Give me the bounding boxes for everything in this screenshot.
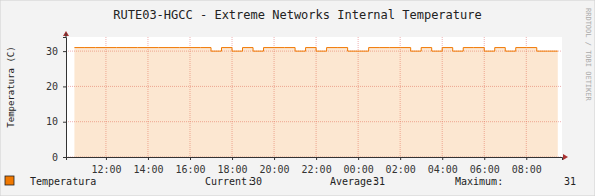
x-tick-mark <box>106 157 107 160</box>
x-tick-mark <box>400 157 401 160</box>
grid <box>66 37 562 157</box>
x-tick-mark <box>190 157 191 160</box>
x-axis: 12:00 14:00 16:00 18:00 20:00 22:00 00:00 02:00… <box>67 157 563 175</box>
x-tick: 08:00 <box>512 157 542 175</box>
x-tick-label: 02:00 <box>386 164 416 175</box>
x-tick: 14:00 <box>133 157 163 175</box>
legend-label: Temperatura <box>30 176 96 187</box>
legend-stat-label: Current: <box>205 176 253 187</box>
y-tick-mark <box>63 122 66 123</box>
background <box>0 0 595 196</box>
plot-background <box>66 37 562 157</box>
chart: 0 10 20 30 12:00 14:00 16:00 18:00 20:00 22:00 00:… <box>0 0 595 196</box>
legend-stat-label: Maximum: <box>455 176 503 187</box>
x-arrow <box>563 154 568 160</box>
line <box>74 48 557 52</box>
x-tick-label: 22:00 <box>302 164 332 175</box>
y-tick-label: 0 <box>52 152 58 163</box>
x-tick: 00:00 <box>344 157 374 175</box>
x-tick: 18:00 <box>217 157 247 175</box>
x-tick-mark <box>274 157 275 160</box>
x-tick-label: 16:00 <box>175 164 205 175</box>
plot-marks <box>74 48 557 157</box>
x-tick-label: 04:00 <box>428 164 458 175</box>
area <box>74 48 557 157</box>
y-tick: 10 <box>46 116 66 127</box>
x-tick: 02:00 <box>386 157 416 175</box>
x-tick: 12:00 <box>91 157 121 175</box>
legend-swatch <box>5 176 14 185</box>
legend-stat-value: 31 <box>373 176 385 187</box>
x-tick-mark <box>316 157 317 160</box>
x-tick: 16:00 <box>175 157 205 175</box>
y-tick-label: 10 <box>46 116 58 127</box>
y-tick-label: 20 <box>46 81 58 92</box>
x-tick-label: 12:00 <box>91 164 121 175</box>
x-tick: 22:00 <box>302 157 332 175</box>
x-tick-label: 08:00 <box>512 164 542 175</box>
x-tick-label: 06:00 <box>470 164 500 175</box>
x-tick: 20:00 <box>260 157 290 175</box>
legend-stat-value: 31 <box>564 176 576 187</box>
y-tick-mark <box>63 86 66 87</box>
y-tick: 30 <box>46 46 66 57</box>
title: RUTE03-HGCC - Extreme Networks Internal … <box>113 8 481 22</box>
annotation: RRDTOOL / TOBI OETIKER <box>584 8 592 102</box>
x-tick-mark <box>358 157 359 160</box>
x-tick-label: 18:00 <box>217 164 247 175</box>
x-tick-mark <box>442 157 443 160</box>
x-axis-line <box>67 158 563 161</box>
x-tick-label: 00:00 <box>344 164 374 175</box>
x-tick-mark <box>526 157 527 160</box>
x-tick: 06:00 <box>470 157 500 175</box>
y-tick-mark <box>63 51 66 52</box>
y-axis-line <box>63 38 67 158</box>
y-axis: 0 10 20 30 <box>46 38 67 163</box>
x-tick-label: 14:00 <box>133 164 163 175</box>
x-tick-mark <box>148 157 149 160</box>
x-tick-mark <box>232 157 233 160</box>
y-tick: 20 <box>46 81 66 92</box>
y-label: Temperatura (C) <box>6 46 16 127</box>
y-tick-mark <box>63 157 66 158</box>
x-tick-label: 20:00 <box>260 164 290 175</box>
x-tick: 04:00 <box>428 157 458 175</box>
x-tick-mark <box>484 157 485 160</box>
y-tick: 0 <box>52 152 66 163</box>
y-arrow <box>63 31 69 36</box>
legend-stat-label: Average: <box>330 176 378 187</box>
legend-stat-value: 30 <box>250 176 262 187</box>
y-tick-label: 30 <box>46 46 58 57</box>
y-arrow-stem <box>66 33 67 37</box>
